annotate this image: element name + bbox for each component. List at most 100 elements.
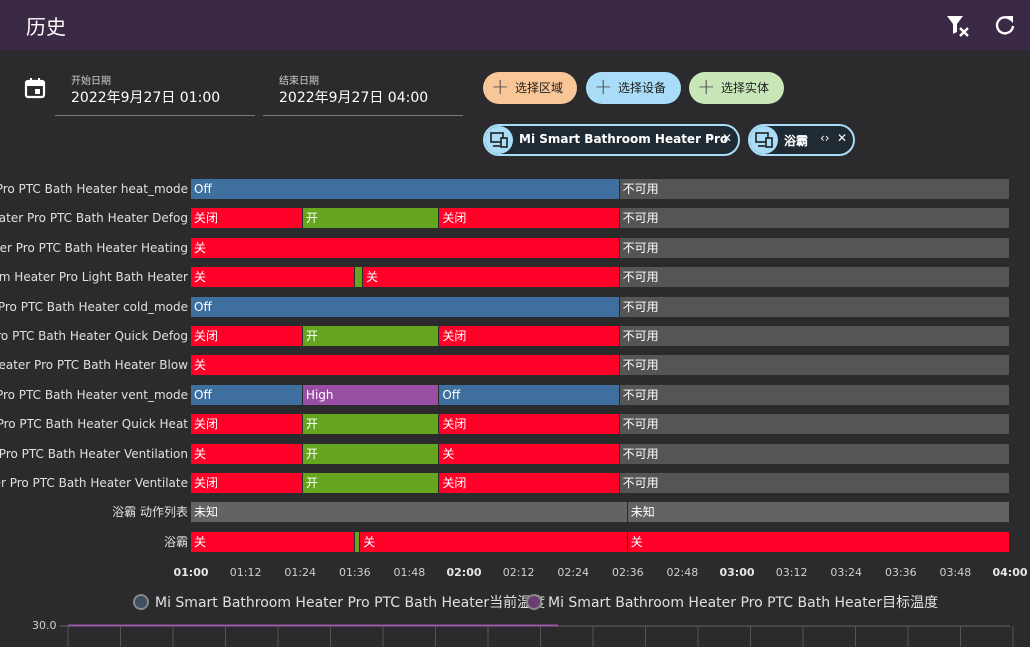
timeline-segment[interactable]: 关闭 xyxy=(439,208,619,229)
timeline-segment[interactable]: 关 xyxy=(362,267,619,288)
timeline-segment[interactable]: 未知 xyxy=(191,502,627,523)
timeline-segment[interactable] xyxy=(354,531,360,552)
row-label: Mi Smart Bathroom Heater Pro PTC Bath He… xyxy=(0,387,188,402)
timeline-segment[interactable]: 关 xyxy=(191,531,354,552)
timeline-segment[interactable]: 关 xyxy=(191,237,619,258)
row-label: Mi Smart Bathroom Heater Pro PTC Bath He… xyxy=(0,240,188,255)
plus-icon: + xyxy=(491,75,510,100)
x-tick-label: 03:12 xyxy=(775,566,808,579)
timeline-segment[interactable]: 不可用 xyxy=(619,384,1009,405)
row-label: Mi Smart Bathroom Heater Pro PTC Bath He… xyxy=(0,446,188,461)
legend-current-temp[interactable]: Mi Smart Bathroom Heater Pro PTC Bath He… xyxy=(133,592,545,612)
row-label: 浴霸 动作列表 xyxy=(112,505,188,520)
timeline-segment[interactable]: 关 xyxy=(360,531,627,552)
page-title: 历史 xyxy=(26,15,66,39)
row-label: Mi Smart Bathroom Heater Pro PTC Bath He… xyxy=(0,358,188,373)
choose-entity-button[interactable]: + 选择实体 xyxy=(689,72,784,104)
timeline-segment[interactable]: 开 xyxy=(302,326,439,346)
end-date-field[interactable]: 结束日期 2022年9月27日 04:00 xyxy=(263,70,463,116)
choose-device-label: 选择设备 xyxy=(618,81,667,95)
x-tick-label: 03:36 xyxy=(884,566,917,579)
legend-label: Mi Smart Bathroom Heater Pro PTC Bath He… xyxy=(155,595,546,611)
timeline-segment[interactable] xyxy=(354,267,362,288)
timeline-segment[interactable]: 开 xyxy=(302,473,439,493)
timeline-segment[interactable]: 开 xyxy=(302,414,439,435)
refresh-icon[interactable] xyxy=(992,12,1018,38)
x-tick-label: 02:36 xyxy=(611,566,644,579)
timeline-segment[interactable]: Off xyxy=(191,296,619,317)
x-tick-label: 02:48 xyxy=(666,566,699,579)
legend-label: Mi Smart Bathroom Heater Pro PTC Bath He… xyxy=(548,595,939,611)
timeline-segment[interactable]: 不可用 xyxy=(619,473,1009,493)
timeline-segment[interactable]: 不可用 xyxy=(619,326,1009,346)
timeline-segment[interactable]: 不可用 xyxy=(619,443,1009,464)
plus-icon: + xyxy=(697,75,716,100)
app-header: 历史 xyxy=(0,0,1030,50)
timeline-segment[interactable]: 不可用 xyxy=(619,267,1009,288)
timeline-segment[interactable]: 关闭 xyxy=(191,326,302,346)
expand-code-icon[interactable]: ‹› xyxy=(820,131,830,145)
timeline-segment[interactable]: 关闭 xyxy=(439,473,619,493)
timeline-segment[interactable]: 关闭 xyxy=(191,473,302,493)
x-tick-label: 01:12 xyxy=(229,566,262,579)
device-icon xyxy=(750,126,778,154)
timeline-segment[interactable]: 关闭 xyxy=(439,414,619,435)
timeline-segment[interactable]: 关 xyxy=(439,443,619,464)
expand-code-icon[interactable]: ‹› xyxy=(705,131,715,145)
x-tick-label: 01:36 xyxy=(338,566,371,579)
legend-target-temp[interactable]: Mi Smart Bathroom Heater Pro PTC Bath He… xyxy=(526,592,938,612)
timeline-segment[interactable]: 开 xyxy=(302,208,439,229)
row-label: Mi Smart Bathroom Heater Pro Light Bath … xyxy=(0,270,188,285)
timeline-segment[interactable]: 关 xyxy=(191,355,619,376)
clear-filter-icon[interactable] xyxy=(944,12,970,38)
end-date-label: 结束日期 xyxy=(279,76,319,87)
timeline-segment[interactable]: 未知 xyxy=(627,502,1009,523)
row-label: Mi Smart Bathroom Heater Pro PTC Bath He… xyxy=(0,417,188,432)
x-tick-label: 04:00 xyxy=(992,566,1028,579)
timeline-segment[interactable]: 开 xyxy=(302,443,439,464)
row-label: Mi Smart Bathroom Heater Pro PTC Bath He… xyxy=(0,182,188,196)
close-icon[interactable]: ✕ xyxy=(837,131,848,145)
choose-device-button[interactable]: + 选择设备 xyxy=(586,72,681,104)
row-label: Mi Smart Bathroom Heater Pro PTC Bath He… xyxy=(0,211,188,226)
timeline-segment[interactable]: 不可用 xyxy=(619,355,1009,376)
calendar-icon[interactable] xyxy=(22,75,48,105)
legend-swatch xyxy=(526,594,542,610)
device-chip-heater-pro[interactable]: Mi Smart Bathroom Heater Pro ‹› ✕ xyxy=(483,124,740,156)
x-tick-label: 03:48 xyxy=(939,566,972,579)
x-tick-label: 03:00 xyxy=(719,566,755,579)
timeline-segment[interactable]: 不可用 xyxy=(619,179,1009,199)
timeline-segment[interactable]: 关闭 xyxy=(191,208,302,229)
timeline-segment[interactable]: 关 xyxy=(191,443,302,464)
device-chip-yuba[interactable]: 浴霸 ‹› ✕ xyxy=(748,124,855,156)
row-label: Mi Smart Bathroom Heater Pro PTC Bath He… xyxy=(0,329,188,343)
timeline-segment[interactable]: 不可用 xyxy=(619,414,1009,435)
timeline-segment[interactable]: Off xyxy=(439,384,619,405)
x-tick-label: 02:00 xyxy=(446,566,482,579)
timeline-segment[interactable]: 关 xyxy=(191,267,354,288)
choose-area-button[interactable]: + 选择区域 xyxy=(483,72,577,104)
timeline-segment[interactable]: 关 xyxy=(627,531,1009,552)
timeline-segment[interactable]: 关闭 xyxy=(439,326,619,346)
x-tick-label: 02:24 xyxy=(557,566,590,579)
timeline-segment[interactable]: Off xyxy=(191,384,302,405)
timeline-segment[interactable]: Off xyxy=(191,179,619,199)
end-date-value[interactable]: 2022年9月27日 04:00 xyxy=(279,90,429,106)
x-tick-label: 02:12 xyxy=(502,566,535,579)
x-tick-label: 03:24 xyxy=(830,566,863,579)
timeline-segment[interactable]: 不可用 xyxy=(619,237,1009,258)
close-icon[interactable]: ✕ xyxy=(722,131,733,145)
row-label: Mi Smart Bathroom Heater Pro PTC Bath He… xyxy=(0,299,188,314)
timeline-segment[interactable]: High xyxy=(302,384,439,405)
timeline-segment[interactable]: 不可用 xyxy=(619,208,1009,229)
timeline-segment[interactable]: 关闭 xyxy=(191,414,302,435)
start-date-value[interactable]: 2022年9月27日 01:00 xyxy=(71,90,221,106)
x-tick-label: 01:00 xyxy=(173,566,209,579)
x-tick-label: 01:24 xyxy=(284,566,317,579)
x-tick-label: 01:48 xyxy=(393,566,426,579)
row-label: 浴霸 xyxy=(163,534,188,549)
y-axis-label: 30.0 xyxy=(32,619,57,632)
start-date-field[interactable]: 开始日期 2022年9月27日 01:00 xyxy=(55,70,255,116)
timeline-segment[interactable]: 不可用 xyxy=(619,296,1009,317)
